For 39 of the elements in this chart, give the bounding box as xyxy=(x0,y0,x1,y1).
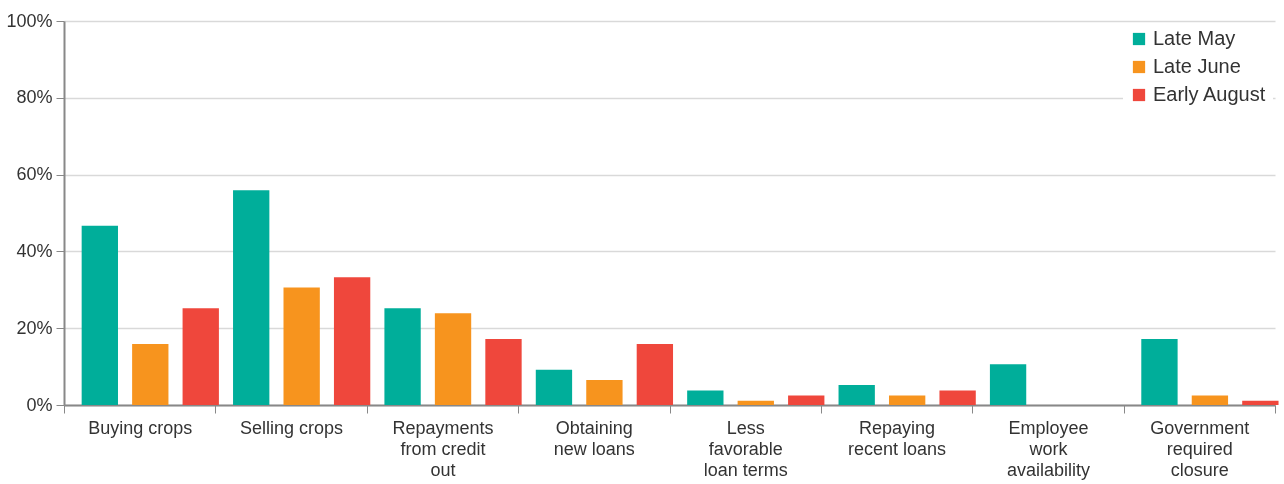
legend-label: Late May xyxy=(1153,27,1236,49)
x-tick-label: Employee work availability xyxy=(1006,417,1090,480)
bar xyxy=(333,277,371,405)
bar xyxy=(788,395,825,405)
bar xyxy=(636,343,674,405)
y-tick-label: 20% xyxy=(16,317,53,338)
bar xyxy=(939,390,976,405)
bar xyxy=(1141,338,1178,405)
bar xyxy=(989,364,1027,405)
bar xyxy=(384,308,421,405)
bar xyxy=(1191,395,1229,405)
y-tick-label: 0% xyxy=(26,394,53,415)
bar xyxy=(1242,400,1279,405)
bar xyxy=(434,313,472,405)
bar xyxy=(233,190,270,405)
bar xyxy=(687,390,724,405)
legend-label: Early August xyxy=(1153,83,1266,105)
bar xyxy=(283,287,320,405)
x-tick-label: Repayments from credit out xyxy=(392,417,494,480)
bar xyxy=(535,369,573,405)
legend-label: Late June xyxy=(1153,55,1241,77)
x-tick-label: Buying crops xyxy=(88,417,193,438)
bar xyxy=(888,395,926,405)
x-tick-label: Government required closure xyxy=(1150,417,1250,480)
y-tick-label: 80% xyxy=(16,87,53,108)
x-tick-label: Repaying recent loans xyxy=(848,417,947,459)
bar xyxy=(586,380,623,405)
y-tick-label: 40% xyxy=(16,240,53,261)
x-tick-label: Obtaining new loans xyxy=(553,417,635,459)
bar xyxy=(737,400,774,405)
bar xyxy=(485,338,522,405)
y-tick-label: 60% xyxy=(16,164,53,185)
x-tick-label: Selling crops xyxy=(240,417,344,438)
bar xyxy=(182,308,219,405)
bar xyxy=(81,225,118,405)
y-tick-label: 100% xyxy=(6,10,53,31)
bar xyxy=(838,385,875,405)
x-tick-label: Less favorable loan terms xyxy=(703,417,788,480)
bar xyxy=(132,343,169,405)
